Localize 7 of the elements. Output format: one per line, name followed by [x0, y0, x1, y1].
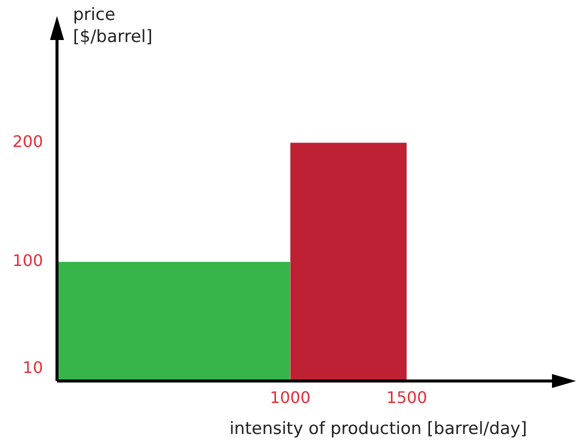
y-tick-label: 100	[12, 251, 43, 270]
y-axis-title: price [$/barrel]	[73, 4, 154, 48]
y-tick-label: 200	[12, 132, 43, 151]
x-tick-label: 1000	[270, 388, 311, 407]
x-tick-label: 1500	[386, 388, 428, 407]
y-tick-label: 10	[22, 358, 43, 378]
x-axis-title: intensity of production [barrel/day]	[229, 419, 527, 439]
